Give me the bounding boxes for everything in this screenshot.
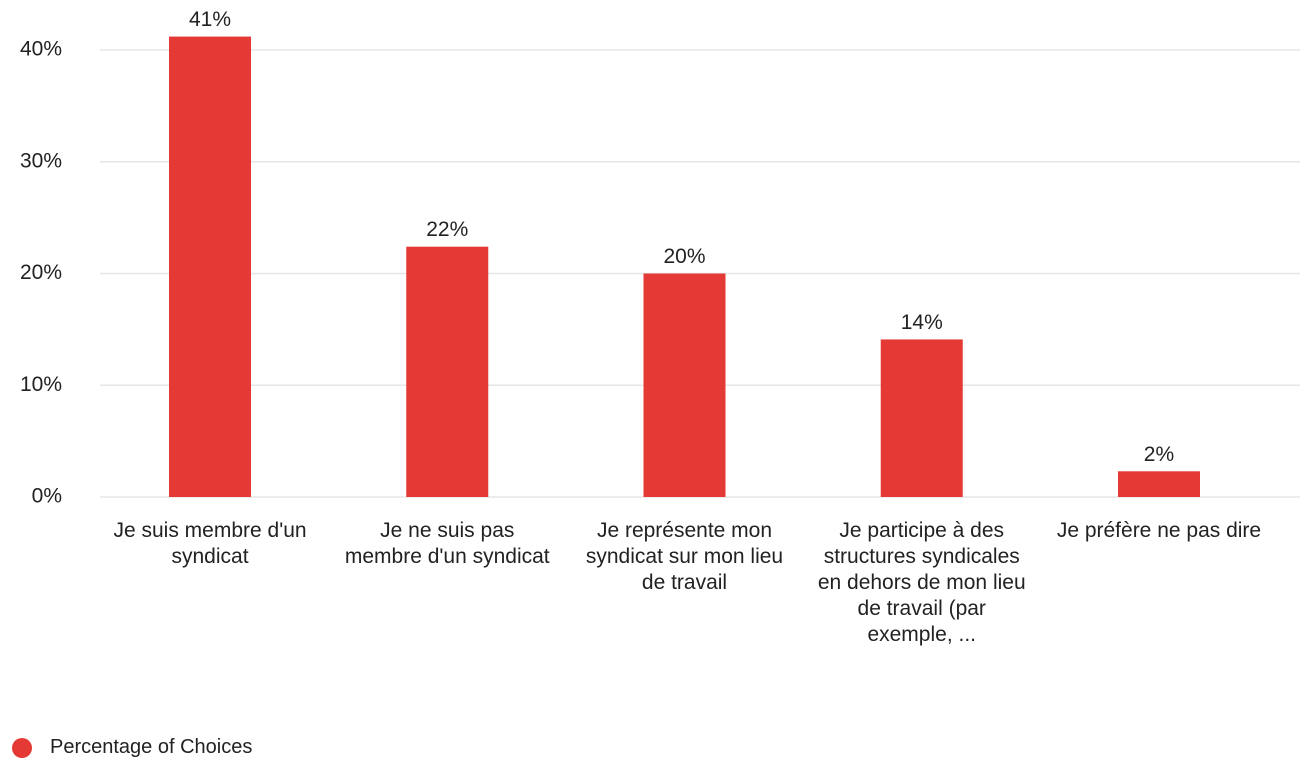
value-label: 41% [189,8,231,31]
value-label: 20% [663,245,705,268]
x-tick-label: Je suis membre d'un syndicat [113,519,307,568]
x-tick-label: Je préfère ne pas dire [1056,519,1262,542]
x-tick-label: Je représente mon syndicat sur mon lieu … [585,519,784,594]
bar [406,246,489,497]
legend-marker [12,738,32,758]
bar [169,36,252,498]
bar [1117,471,1200,497]
y-tick-label: 40% [20,38,62,61]
value-label: 22% [426,218,468,241]
y-tick-label: 0% [32,485,62,508]
x-tick-label: Je participe à des structures syndicales… [817,519,1026,646]
value-label: 2% [1144,443,1174,466]
y-tick-label: 30% [20,149,62,172]
x-tick-label: Je ne suis pas membre d'un syndicat [344,519,550,568]
bar [880,339,963,497]
legend-label: Percentage of Choices [50,736,253,758]
y-tick-label: 20% [20,261,62,284]
value-label: 14% [901,311,943,334]
bar [643,273,726,497]
y-tick-label: 10% [20,373,62,396]
